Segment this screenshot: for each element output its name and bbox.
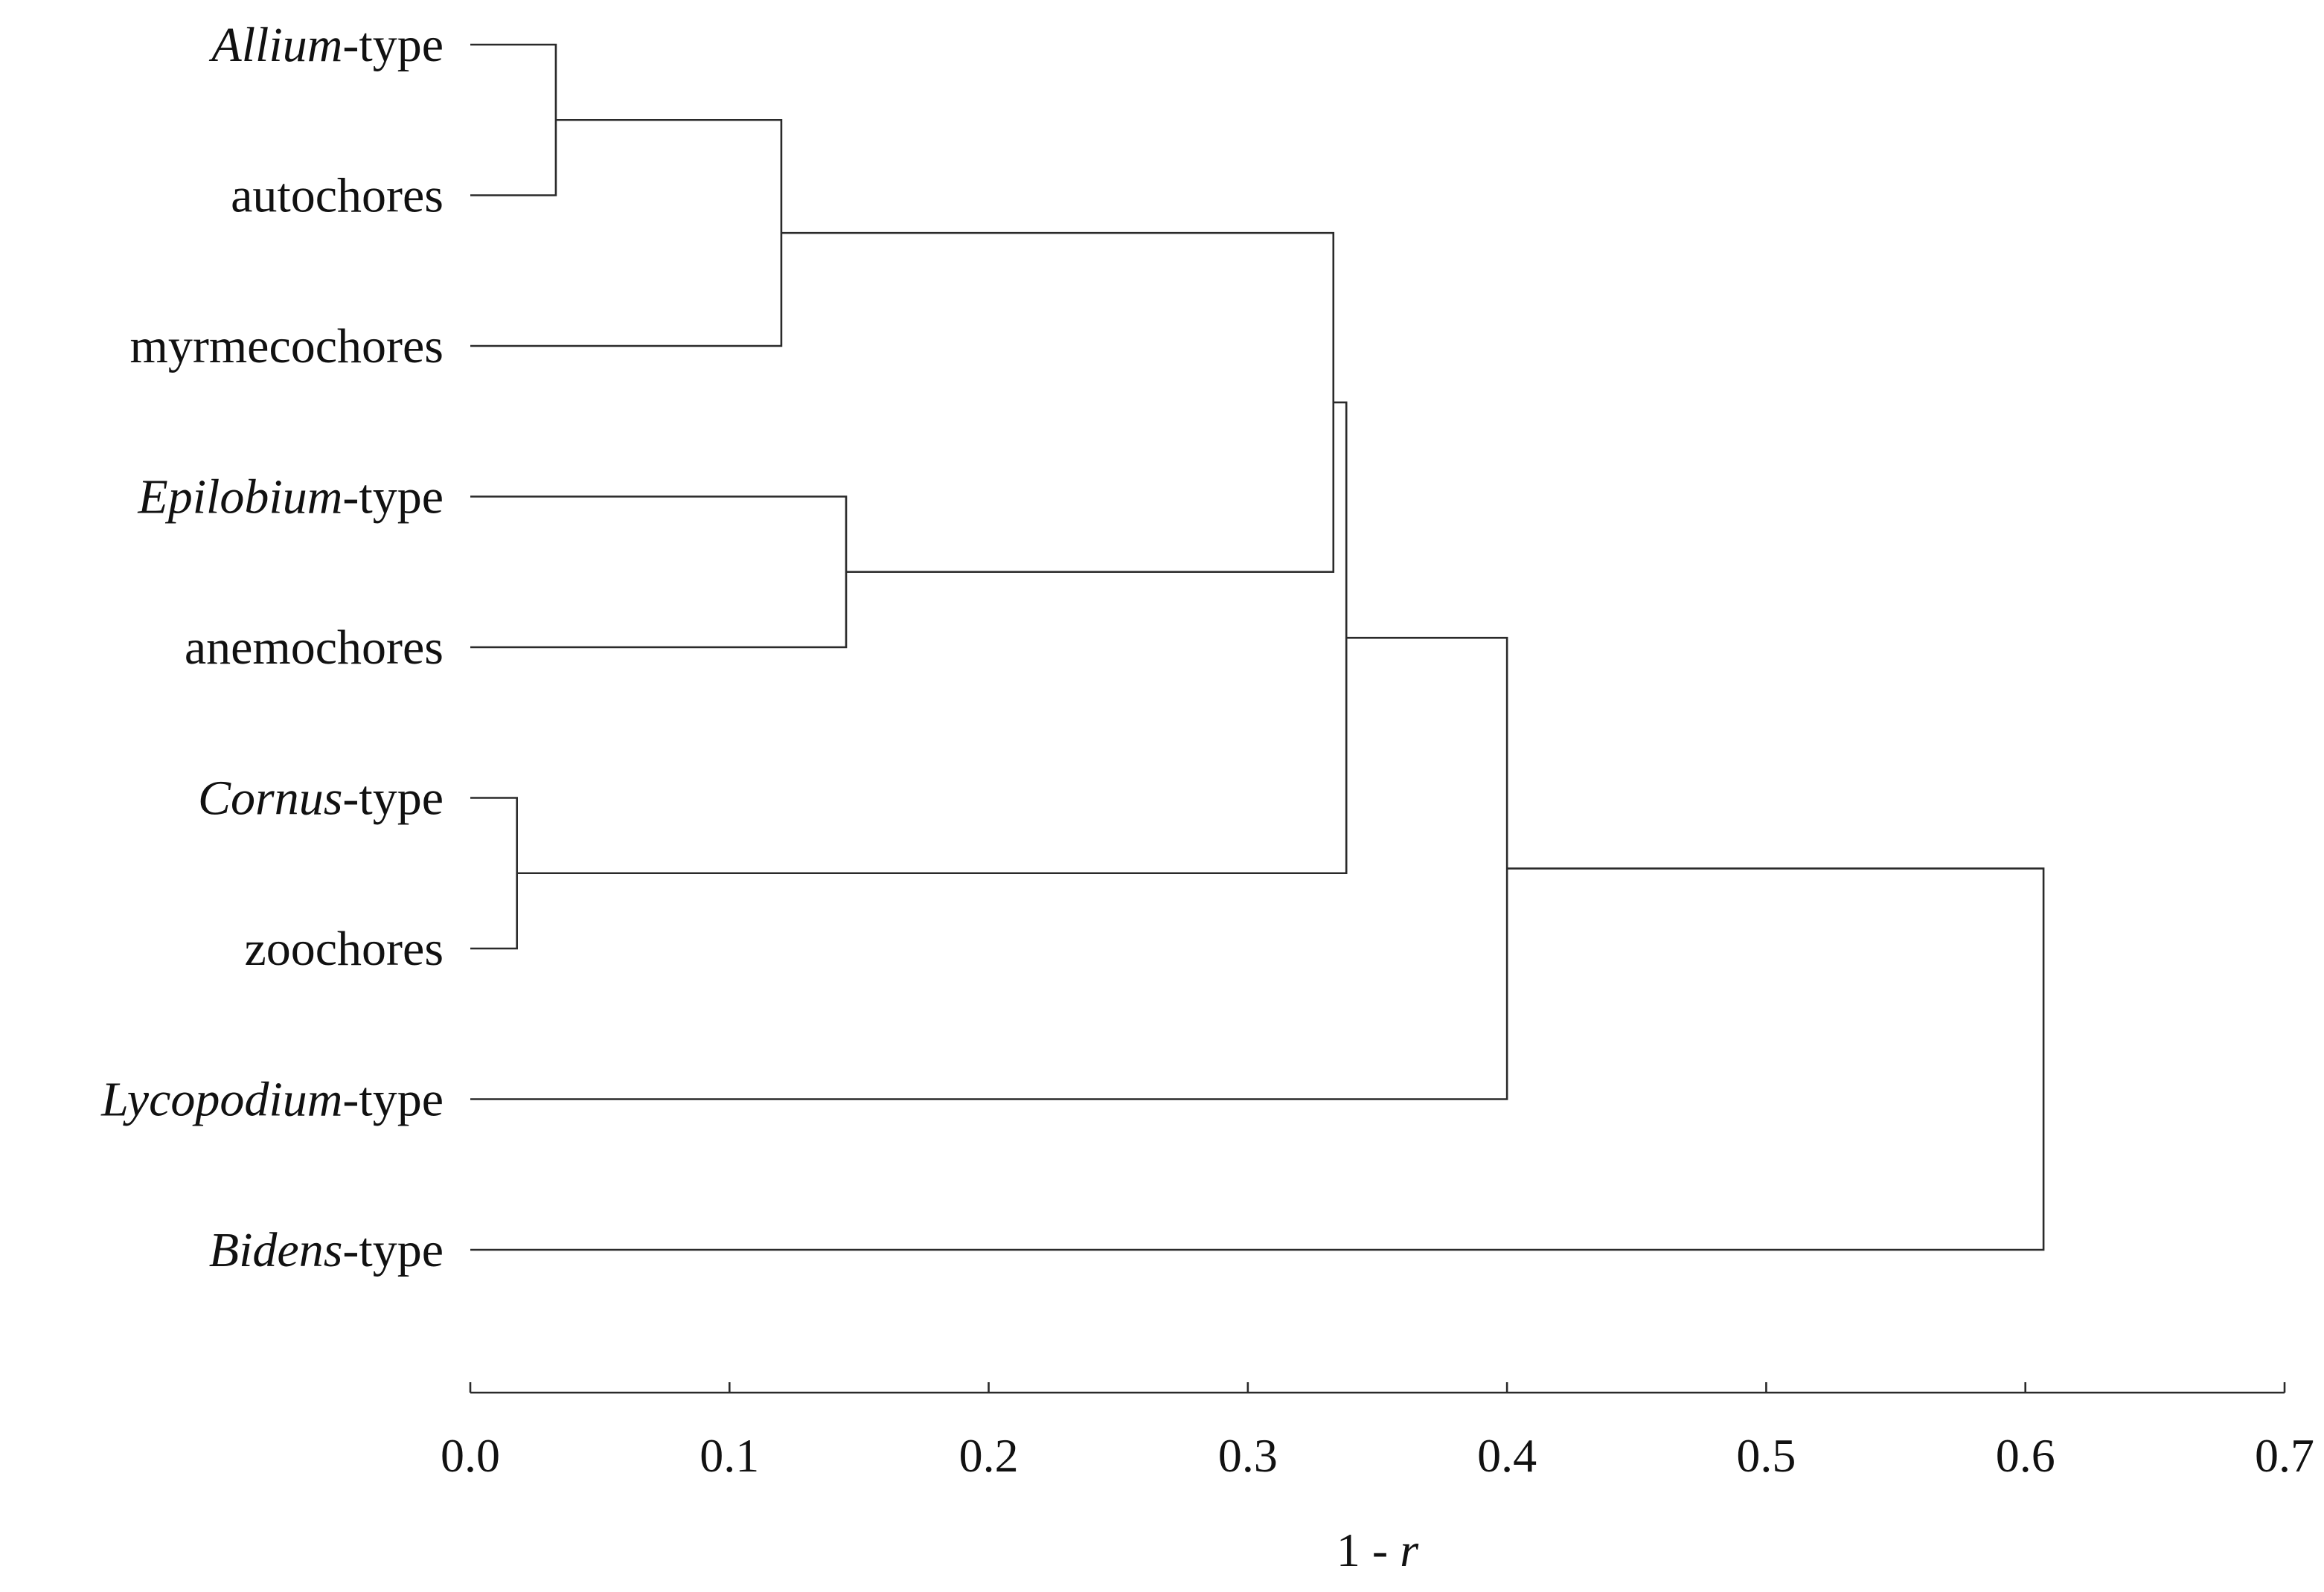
leaf-label-anemochores: anemochores xyxy=(185,620,444,675)
branch-m7 xyxy=(470,637,1508,1100)
leaf-label-myrmecochores: myrmecochores xyxy=(130,319,444,373)
leaf-label-zoochores: zoochores xyxy=(244,922,444,976)
leaf-label-epilobium-italic: Epilobium xyxy=(137,469,342,524)
leaf-label-bidens: Bidens-type xyxy=(209,1223,444,1277)
x-tick-label: 0.2 xyxy=(959,1429,1019,1482)
leaf-label-lycopodium-italic: Lycopodium xyxy=(100,1072,342,1126)
leaf-label-allium: Allium-type xyxy=(208,18,444,72)
x-tick-label: 0.4 xyxy=(1477,1429,1537,1482)
x-tick-label: 0.0 xyxy=(441,1429,500,1482)
leaf-label-autochores: autochores xyxy=(231,168,444,222)
leaf-label-cornus-italic: Cornus xyxy=(198,771,342,825)
leaf-labels: Allium-typeautochoresmyrmecochoresEpilob… xyxy=(100,18,444,1277)
x-tick-label: 0.1 xyxy=(700,1429,759,1482)
branch-m8 xyxy=(470,867,2045,1251)
leaf-label-cornus: Cornus-type xyxy=(198,771,444,825)
leaf-label-lycopodium-text: -type xyxy=(342,1072,444,1126)
leaf-label-autochores-text: autochores xyxy=(231,168,444,222)
x-axis-label: 1 - r xyxy=(1337,1524,1419,1576)
branch-m2 xyxy=(470,118,783,347)
x-tick-label: 0.5 xyxy=(1736,1429,1796,1482)
x-axis-label-variable: r xyxy=(1400,1524,1419,1576)
branch-m3 xyxy=(470,495,848,649)
branch-m6 xyxy=(516,401,1348,875)
leaf-label-epilobium-text: -type xyxy=(342,469,444,524)
leaf-label-lycopodium: Lycopodium-type xyxy=(100,1072,444,1126)
x-axis: 0.0 0.1 0.2 0.3 0.4 0.5 0.6 0.7 xyxy=(441,1382,2314,1482)
x-tick-label: 0.3 xyxy=(1218,1429,1278,1482)
leaf-label-allium-text: -type xyxy=(342,18,444,72)
x-tick-label: 0.6 xyxy=(1996,1429,2055,1482)
leaf-label-bidens-italic: Bidens xyxy=(209,1223,343,1277)
x-tick-label: 0.7 xyxy=(2255,1429,2314,1482)
branch-m4 xyxy=(470,797,518,950)
leaf-label-zoochores-text: zoochores xyxy=(244,922,444,976)
leaf-label-anemochores-text: anemochores xyxy=(185,620,444,675)
leaf-label-epilobium: Epilobium-type xyxy=(137,469,444,524)
x-axis-label-prefix: 1 - xyxy=(1337,1524,1400,1576)
leaf-label-allium-italic: Allium xyxy=(208,18,342,72)
leaf-label-bidens-text: -type xyxy=(342,1223,444,1277)
branch-m5 xyxy=(781,231,1335,574)
branch-m1 xyxy=(470,43,557,196)
leaf-label-cornus-text: -type xyxy=(342,771,444,825)
leaf-label-myrmecochores-text: myrmecochores xyxy=(130,319,444,373)
dendrogram-branches xyxy=(470,43,2045,1251)
